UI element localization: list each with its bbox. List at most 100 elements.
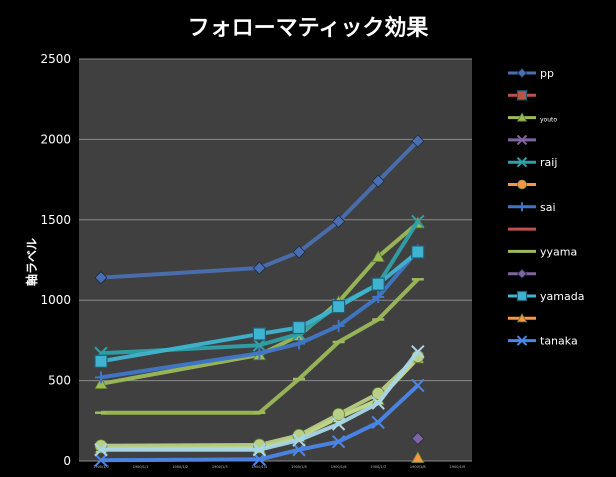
y-tick-label-500: 500: [48, 374, 71, 388]
legend-item-tanaka[interactable]: tanaka: [508, 335, 578, 348]
series-line-yyama: [101, 277, 420, 415]
legend-label-raij: raij: [540, 156, 557, 169]
plot-area: 0 500 1000 1500 2000 2500 1900/1/0 1900/1/1 1900…: [40, 52, 472, 469]
series-unnamed-9: [411, 431, 425, 446]
x-tick-label-3: 1900/1/3: [212, 465, 228, 469]
data-point-tanaka-3: [331, 434, 346, 449]
x-tick-label-1: 1900/1/1: [133, 465, 149, 469]
x-tick-label-6: 1900/1/6: [331, 465, 347, 469]
data-point-tanaka-5: [411, 378, 425, 393]
series-tanaka: [94, 378, 425, 467]
data-point-pp-2: [292, 245, 306, 259]
legend-item-yyama[interactable]: yyama: [508, 245, 577, 258]
legend[interactable]: pp youto raij sai yyama yamada tanaka: [508, 67, 584, 348]
x-tick-label-7: 1900/1/7: [370, 465, 386, 469]
legend-item-youto[interactable]: youto: [508, 112, 557, 124]
legend-item-unnamed-9[interactable]: [508, 268, 536, 279]
data-point-yamada-5: [411, 245, 425, 259]
data-point-yamada-1: [252, 327, 266, 341]
data-point-pp-0: [94, 271, 108, 285]
series-line-tanaka: [100, 383, 420, 463]
data-point-unnamed-11-0: [411, 450, 425, 463]
series-pp: [94, 134, 425, 285]
legend-marker-9: [516, 268, 528, 279]
data-point-raij-5: [411, 214, 425, 229]
legend-label-yyama: yyama: [540, 245, 577, 258]
data-point-unnamed-15-2: [292, 433, 306, 447]
data-point-unnamed-15-3: [331, 417, 346, 431]
data-point-yamada-3: [332, 300, 346, 314]
legend-marker-12: [516, 335, 528, 346]
legend-marker-11: [516, 312, 528, 323]
data-point-pp-1: [252, 261, 266, 275]
legend-item-unnamed-5[interactable]: [508, 179, 536, 190]
data-point-tanaka-0: [94, 453, 108, 467]
y-tick-label-1000: 1000: [40, 293, 71, 307]
data-point-yamada-0: [94, 354, 108, 368]
legend-item-sai[interactable]: sai: [508, 201, 556, 214]
data-point-tanaka-2: [292, 443, 306, 457]
data-point-sai-0: [95, 371, 107, 384]
legend-marker-5: [517, 179, 527, 190]
data-point-youto-4: [371, 249, 385, 262]
x-tick-label-0: 1900/1/0: [93, 465, 109, 469]
series-line-unnamed-15: [101, 350, 420, 452]
x-tick-label-8: 1900/1/8: [410, 465, 426, 469]
legend-item-yamada[interactable]: yamada: [508, 290, 584, 303]
legend-marker-2: [516, 112, 528, 122]
legend-marker-4: [516, 156, 528, 168]
data-point-unnamed-15-0: [94, 443, 108, 457]
x-tick-label-5: 1900/1/5: [291, 465, 307, 469]
legend-marker-0: [516, 67, 528, 79]
data-point-yamada-2: [292, 320, 306, 335]
y-tick-label-1500: 1500: [40, 213, 71, 227]
legend-item-unnamed-1[interactable]: [508, 90, 536, 101]
data-point-yamada-4: [371, 277, 385, 291]
y-tick-label-0: 0: [63, 454, 71, 468]
y-tick-label-2500: 2500: [40, 52, 71, 66]
series-unnamed-11: [411, 450, 425, 463]
data-point-tanaka-4: [371, 415, 385, 430]
legend-item-unnamed-11[interactable]: [508, 312, 536, 323]
legend-marker-6: [517, 202, 527, 212]
data-point-pp-5: [411, 134, 425, 148]
y-tick-label-2000: 2000: [40, 132, 71, 146]
legend-marker-10: [516, 290, 528, 302]
chart-title: フォローマティック効果: [188, 15, 429, 41]
data-point-unnamed-15-5: [411, 344, 425, 359]
legend-label-youto: youto: [540, 117, 557, 124]
legend-item-unnamed-3[interactable]: [508, 134, 536, 146]
legend-label-tanaka: tanaka: [540, 335, 578, 348]
series-line-raij: [100, 220, 420, 356]
data-point-unnamed-15-1: [252, 443, 267, 457]
data-point-unnamed-15-4: [371, 396, 385, 410]
data-point-sai-4: [372, 290, 385, 303]
data-point-sai-2: [293, 337, 305, 350]
series-line-pp: [100, 139, 420, 280]
legend-marker-3: [516, 134, 528, 146]
x-tick-label-4: 1900/1/4: [252, 465, 268, 469]
x-tick-label-9: 1900/1/9: [450, 465, 466, 469]
x-tick-label-2: 1900/1/2: [172, 465, 188, 469]
data-point-pp-4: [371, 174, 385, 188]
series-line-sai: [100, 249, 420, 380]
data-point-raij-1: [252, 338, 267, 352]
legend-item-raij[interactable]: raij: [508, 156, 557, 169]
legend-marker-1: [516, 90, 528, 101]
data-point-tanaka-1: [252, 452, 267, 467]
series-line-unnamed-14: [100, 355, 420, 448]
data-point-unnamed-14-3: [332, 407, 346, 421]
data-point-pp-3: [332, 214, 346, 228]
series-yamada: [94, 245, 425, 368]
series-line-yamada: [100, 250, 420, 364]
legend-item-pp[interactable]: pp: [508, 67, 554, 80]
series-yyama: [95, 277, 424, 415]
legend-label-yamada: yamada: [540, 290, 584, 303]
data-point-sai-3: [332, 319, 345, 332]
series-unnamed-15: [94, 344, 425, 457]
y-axis-label: 軸ラベル: [24, 238, 39, 286]
data-point-sai-1: [253, 347, 266, 360]
legend-label-pp: pp: [540, 67, 554, 80]
